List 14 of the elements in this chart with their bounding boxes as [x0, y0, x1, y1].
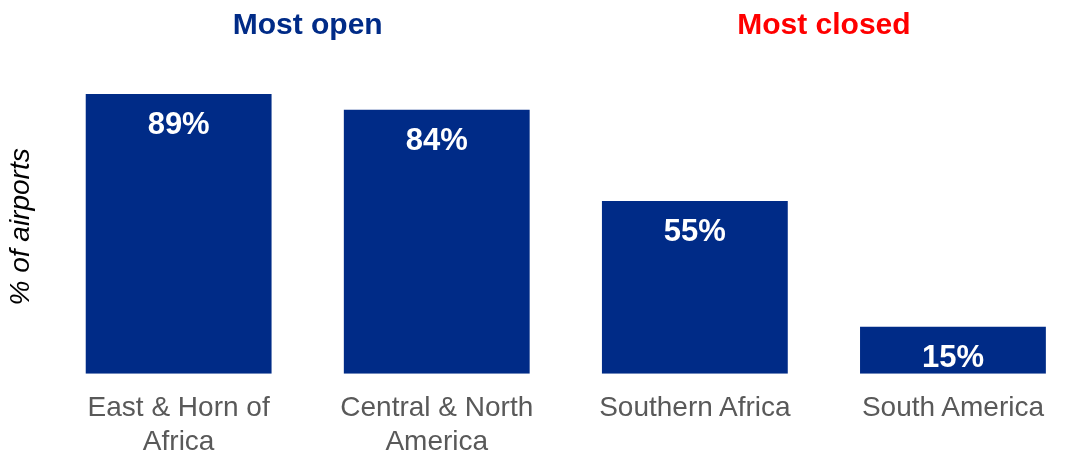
x-tick-label: East & Horn of Africa — [87, 391, 270, 456]
data-label: 55% — [663, 212, 726, 248]
y-axis-title: % of airports — [3, 148, 35, 306]
x-tick-label: South America — [861, 391, 1045, 423]
data-label: 15% — [921, 338, 984, 374]
bar — [601, 200, 788, 374]
x-tick-label: Southern Africa — [599, 391, 791, 423]
data-label: 89% — [147, 106, 210, 142]
data-label: 84% — [405, 121, 468, 157]
text: Most closed — [737, 7, 911, 41]
bar — [85, 93, 272, 374]
bar — [343, 109, 530, 374]
x-tick-label: Central & North America — [340, 391, 534, 456]
text: Most open — [232, 7, 383, 41]
